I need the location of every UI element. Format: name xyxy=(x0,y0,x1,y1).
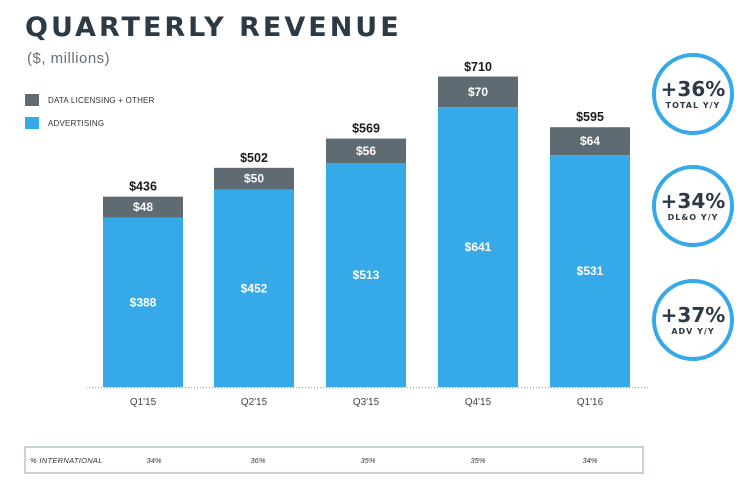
data-label-advertising-q4-15: $641 xyxy=(465,240,492,254)
x-tick-label-q3-15: Q3'15 xyxy=(353,397,380,408)
bar-data-licensing-other-q1-16 xyxy=(550,127,630,156)
chart-subtitle: ($, millions) xyxy=(27,50,111,67)
badge-adv-yoy: +37% ADV Y/Y xyxy=(652,279,734,361)
international-value-q2-15: 36% xyxy=(250,455,266,465)
chart-title: QUARTERLY REVENUE xyxy=(25,12,402,43)
data-label-data-licensing-other-q2-15: $50 xyxy=(244,172,264,186)
badge-adv-value: +37% xyxy=(660,303,726,327)
bar-data-licensing-other-q3-15 xyxy=(326,138,406,164)
badge-total-caption: TOTAL Y/Y xyxy=(665,101,721,110)
legend-swatch-data-licensing xyxy=(25,94,39,106)
badge-total-value: +36% xyxy=(660,77,726,101)
international-value-q1-16: 34% xyxy=(582,455,598,465)
badge-adv-caption: ADV Y/Y xyxy=(671,327,715,336)
international-label: % INTERNATIONAL xyxy=(30,455,103,465)
data-label-data-licensing-other-q1-15: $48 xyxy=(133,200,153,214)
bar-advertising-q2-15 xyxy=(214,189,294,387)
badge-total-yoy: +36% TOTAL Y/Y xyxy=(652,53,734,135)
data-label-data-licensing-other-q1-16: $64 xyxy=(580,134,600,148)
international-value-q3-15: 35% xyxy=(360,455,376,465)
bar-advertising-q3-15 xyxy=(326,163,406,387)
bar-data-licensing-other-q1-15 xyxy=(103,196,183,218)
legend-swatch-advertising xyxy=(25,117,39,129)
data-label-data-licensing-other-q3-15: $56 xyxy=(356,144,376,158)
data-label-advertising-q1-16: $531 xyxy=(577,264,604,278)
legend-item-advertising: ADVERTISING xyxy=(25,116,155,130)
total-label-q3-15: $569 xyxy=(352,122,380,136)
badge-dlo-value: +34% xyxy=(660,189,726,213)
bar-data-licensing-other-q2-15 xyxy=(214,167,294,190)
bar-advertising-q4-15 xyxy=(438,107,518,387)
x-tick-label-q1-16: Q1'16 xyxy=(577,397,604,408)
legend-item-data-licensing: DATA LICENSING + OTHER xyxy=(25,93,155,107)
bar-advertising-q1-15 xyxy=(103,217,183,387)
total-label-q1-15: $436 xyxy=(129,180,157,194)
total-label-q2-15: $502 xyxy=(240,151,268,165)
international-value-q4-15: 35% xyxy=(470,455,486,465)
international-table: % INTERNATIONAL 34% 36% 35% 35% 34% xyxy=(24,446,644,474)
international-value-q1-15: 34% xyxy=(146,455,162,465)
data-label-data-licensing-other-q4-15: $70 xyxy=(468,85,488,99)
bar-data-licensing-other-q4-15 xyxy=(438,76,518,108)
legend-label-advertising: ADVERTISING xyxy=(48,118,105,128)
legend: DATA LICENSING + OTHER ADVERTISING xyxy=(25,93,155,139)
badge-dlo-yoy: +34% DL&O Y/Y xyxy=(652,165,734,247)
legend-label-data-licensing: DATA LICENSING + OTHER xyxy=(48,95,155,105)
total-label-q4-15: $710 xyxy=(464,60,492,74)
data-label-advertising-q3-15: $513 xyxy=(353,268,380,282)
data-label-advertising-q1-15: $388 xyxy=(130,295,157,309)
bar-advertising-q1-16 xyxy=(550,155,630,387)
x-tick-label-q1-15: Q1'15 xyxy=(130,397,157,408)
total-label-q1-16: $595 xyxy=(576,110,604,124)
x-tick-label-q4-15: Q4'15 xyxy=(465,397,492,408)
badge-dlo-caption: DL&O Y/Y xyxy=(667,213,719,222)
x-tick-label-q2-15: Q2'15 xyxy=(241,397,268,408)
data-label-advertising-q2-15: $452 xyxy=(241,281,268,295)
